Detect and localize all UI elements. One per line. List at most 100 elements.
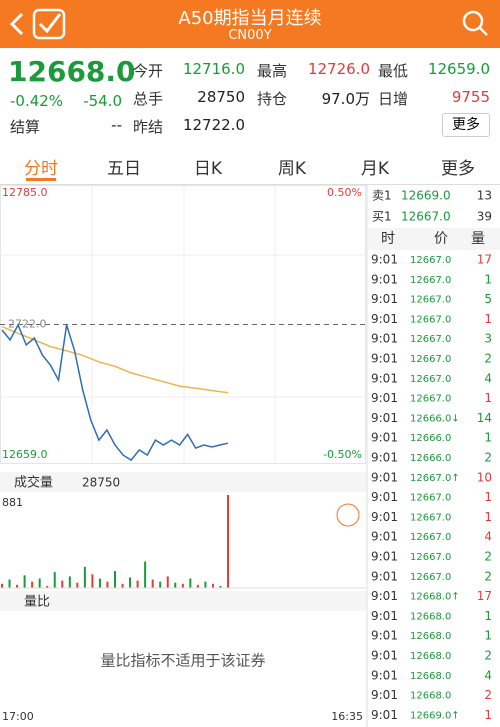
trade-volume: 1 [484,629,492,643]
tab[interactable]: 更多 [441,159,475,179]
stat-label: 持仓 [257,90,288,108]
trade-volume: 1 [484,312,492,326]
change: -54.0 [83,92,122,110]
time-start: 17:00 [2,710,34,723]
trade-price: 12667.0 [410,354,451,365]
trade-price: 12667.0 [410,532,451,543]
more-button[interactable]: 更多 [442,113,490,137]
volume-header [0,472,366,492]
tab[interactable]: 五日 [107,159,141,179]
trade-volume: 1 [484,510,492,524]
subtitle: CN00Y [228,28,272,43]
tab[interactable]: 日K [193,159,223,179]
book-label: 买1 [372,210,392,224]
trade-time: 9:01 [371,352,398,366]
trade-price: 12668.0 [410,651,451,662]
trade-price: 12668.0 [410,631,451,642]
stat-label: 最高 [257,62,288,80]
trade-time: 9:01 [371,688,398,702]
trade-time: 9:01 [371,629,398,643]
tab[interactable]: 分时 [24,159,58,179]
volume-bar [68,576,71,588]
time-end: 16:35 [331,710,363,723]
volume-bar [23,575,26,588]
trade-time: 9:01 [371,292,398,306]
volume-bar [189,578,192,588]
book-header: 量 [471,231,485,247]
trade-time: 9:01 [371,451,398,465]
average-line [1,326,229,394]
trade-time: 9:01 [371,649,398,663]
trade-time: 9:01 [371,253,398,267]
trade-volume: 2 [484,569,492,583]
trade-volume: 2 [484,352,492,366]
trade-time: 9:01 [371,708,398,722]
tab[interactable]: 周K [277,159,307,179]
trade-price: 12667.0 [410,275,451,286]
check-icon[interactable] [32,8,66,40]
trade-volume: 2 [484,550,492,564]
search-handle [479,27,488,36]
trade-price: 12667.0 [410,572,451,583]
volume-bar [16,584,19,588]
trade-volume: 2 [484,451,492,465]
trade-price: 12667.0 [410,295,451,306]
trade-volume: 4 [484,530,492,544]
book-price: 12667.0 [401,210,451,224]
trade-volume: 5 [484,292,492,306]
volume-bar [98,578,101,588]
trade-volume: 17 [477,589,492,603]
change-pct: -0.42% [10,92,64,110]
trade-volume: 4 [484,668,492,682]
volume-bar [219,585,222,588]
expand-icon [336,503,360,527]
stat-label: 日增 [378,90,409,108]
back-icon[interactable] [9,12,24,36]
trade-time: 9:01 [371,431,398,445]
book-price: 12669.0 [401,189,451,203]
trade-time: 9:01 [371,668,398,682]
trade-price: 12666.0 [410,453,451,464]
tab[interactable]: 月K [360,159,390,179]
trade-price: 12667.0 [410,552,451,563]
search-icon[interactable] [462,10,484,32]
trade-time: 9:01 [371,530,398,544]
trade-volume: 4 [484,371,492,385]
volume-bar [204,581,207,588]
volume-bar [211,583,214,588]
trade-time: 9:01 [371,470,398,484]
y-top-label: 12785.0 [2,186,48,199]
volume-bar [181,583,184,588]
trade-price: 12668.0 [410,691,451,702]
book-volume: 13 [477,189,492,203]
stat-value: 9755 [451,88,490,106]
divider [0,184,500,185]
volume-bar [1,583,3,588]
trade-volume: 1 [484,391,492,405]
trade-volume: 2 [484,688,492,702]
volume-bar [83,566,86,588]
volume-bar [31,581,34,588]
volume-bar [196,584,199,588]
y-bottom-label: 12659.0 [2,448,48,461]
volume-bar [8,579,11,588]
ratio-message: 量比指标不适用于该证券 [100,652,265,670]
stat-value: -- [111,116,122,134]
stat-value: 28750 [197,88,245,106]
volume-bar [159,581,162,588]
trade-volume: 14 [477,411,492,425]
trade-time: 9:01 [371,391,398,405]
header [0,0,500,48]
volume-bar [129,577,132,588]
trade-price: 12667.0 [410,493,451,504]
check-mark [38,13,62,34]
pct-top: 0.50% [327,186,362,199]
stat-value: 12722.0 [182,116,245,134]
volume-bar [227,495,229,588]
trade-time: 9:01 [371,589,398,603]
volume-bar [114,571,116,588]
pct-bottom: -0.50% [323,448,362,461]
trade-volume: 10 [477,470,492,484]
book-label: 卖1 [372,189,392,203]
